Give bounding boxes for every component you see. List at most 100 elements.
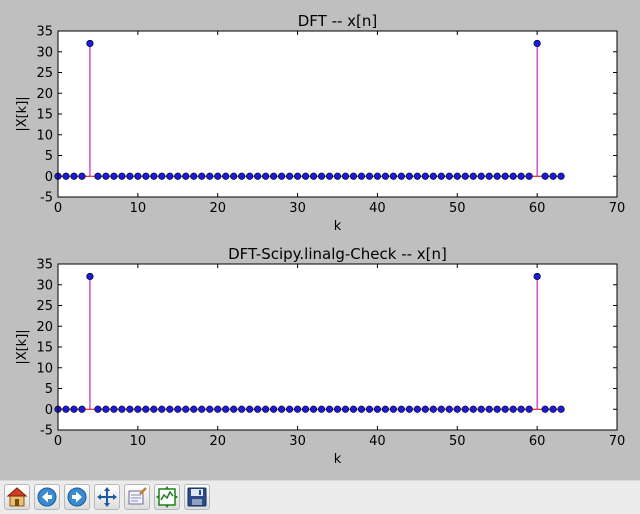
plot2-stem-marker: [270, 405, 278, 413]
plot2-stem-marker: [405, 405, 413, 413]
plot2-stem-marker: [230, 405, 238, 413]
plot2-stem-marker: [413, 405, 421, 413]
plot2-x-tick-label: 30: [289, 434, 306, 449]
plot1-axes-frame: [57, 30, 618, 198]
plot2-stem-marker: [86, 272, 94, 281]
plot2-stem-marker: [445, 405, 453, 413]
plot2-y-tick-label: 5: [45, 382, 53, 397]
plot2-stem-marker: [485, 405, 493, 413]
plot2-stem-marker: [206, 405, 214, 413]
plot1-x-tick-label: 60: [529, 201, 546, 216]
plot2-y-tick-label: 15: [36, 341, 53, 356]
plot1-x-tick-label: 0: [54, 201, 62, 216]
plot1-stem-marker: [118, 172, 126, 180]
plot2-x-tick-label: 60: [529, 434, 546, 449]
back-button[interactable]: [34, 484, 60, 510]
plot2-stem-marker: [317, 405, 326, 413]
plot1-y-axis-label: |X[k]|: [15, 96, 30, 131]
plot1-stem-marker: [246, 172, 254, 180]
plot1-stem-marker: [381, 172, 390, 180]
plot2-x-tick-label: 20: [209, 434, 226, 449]
plot1-title: DFT -- x[n]: [298, 12, 378, 30]
plot1-x-tick-label: 30: [289, 201, 306, 216]
plot1-x-tick-label: 10: [130, 201, 147, 216]
plot1-stem-marker: [437, 172, 445, 180]
plot2-stem-marker: [501, 405, 509, 413]
plot1-stem-marker: [517, 172, 525, 180]
plot2-stem-marker: [325, 405, 334, 413]
plot1-stem-marker: [509, 172, 517, 180]
plot1-stem-marker: [309, 172, 318, 180]
plot1-stem-marker: [333, 172, 342, 180]
plot2-stem-marker: [437, 405, 445, 413]
plot1-stem-marker: [222, 172, 230, 180]
plot2-stem-marker: [493, 405, 501, 413]
plot2-stem-marker: [214, 405, 222, 413]
back-arrow-icon: [37, 487, 57, 507]
plot2-y-axis-label: |X[k]|: [15, 329, 30, 364]
plot1-stem-marker: [206, 172, 214, 180]
plot1-stem-marker: [78, 172, 86, 180]
plot2-stem-marker: [198, 405, 206, 413]
plot2-stem-marker: [429, 405, 437, 413]
plot1-y-tick-label: 25: [36, 66, 53, 81]
plot2-stem-marker: [381, 405, 390, 413]
plot1-stem-marker: [317, 172, 326, 180]
plot1-stem-marker: [94, 172, 102, 180]
plot2-axes-frame: [57, 263, 618, 431]
plot2-stem-marker: [397, 405, 405, 413]
plot1-stem-marker: [134, 172, 142, 180]
plot1-stem-marker: [349, 172, 358, 180]
home-button[interactable]: [4, 484, 30, 510]
forward-button[interactable]: [64, 484, 90, 510]
plot2-x-tick-label: 40: [369, 434, 386, 449]
plot2-stem-marker: [365, 405, 374, 413]
plot2-stem-marker: [126, 405, 134, 413]
plot2-stem-marker: [349, 405, 358, 413]
plot2-axes-background: [58, 264, 617, 430]
plot2-x-tick-label: 70: [609, 434, 626, 449]
plot1-stem-marker: [405, 172, 413, 180]
plot2-title: DFT-Scipy.linalg-Check -- x[n]: [228, 245, 447, 263]
plot1-stem-marker: [461, 172, 469, 180]
pan-button[interactable]: [94, 484, 120, 510]
plot2-stem-marker: [373, 405, 382, 413]
plot2-x-tick-label: 10: [130, 434, 147, 449]
plot1-stem-marker: [270, 172, 278, 180]
plot1-stem-marker: [158, 172, 166, 180]
plot2-stem-marker: [278, 405, 286, 413]
plot1-y-tick-label: 30: [36, 45, 53, 60]
plot2-stem-marker: [293, 405, 302, 413]
plot1-stem-marker: [397, 172, 405, 180]
plot1-stem-marker: [413, 172, 421, 180]
plot2-stem-marker: [309, 405, 318, 413]
plot2-stem-marker: [174, 405, 182, 413]
plot1-stem-marker: [501, 172, 509, 180]
configure-subplots-button[interactable]: [154, 484, 180, 510]
plot2-stem-marker: [341, 405, 350, 413]
plot1-stem-marker: [525, 172, 533, 180]
plot1-y-tick-label: -5: [40, 191, 53, 206]
plot2-y-tick-label: 20: [36, 320, 53, 335]
plot1-stem-marker: [421, 172, 429, 180]
navigation-toolbar: [0, 480, 640, 514]
plot2-x-tick-label: 0: [54, 434, 62, 449]
plot2-stem-marker: [333, 405, 342, 413]
plot1-stem-marker: [262, 172, 270, 180]
plot2-stem-marker: [453, 405, 461, 413]
plot1-stem-marker: [198, 172, 206, 180]
plot1-y-tick-label: 35: [36, 25, 53, 40]
zoom-button[interactable]: [124, 484, 150, 510]
plot2-stem-marker: [533, 272, 541, 281]
plot2-stem-marker: [421, 405, 429, 413]
save-button[interactable]: [184, 484, 210, 510]
plot1-stem-marker: [477, 172, 485, 180]
plot1-stem-marker: [357, 172, 366, 180]
plot2-stem-marker: [525, 405, 533, 413]
plot2-stem-marker: [469, 405, 477, 413]
plot1-y-tick-label: 10: [36, 128, 53, 143]
plot2-stem-marker: [357, 405, 366, 413]
plot1-stem-marker: [214, 172, 222, 180]
plot2-stem-marker: [389, 405, 398, 413]
plot1-stem-marker: [541, 172, 549, 180]
